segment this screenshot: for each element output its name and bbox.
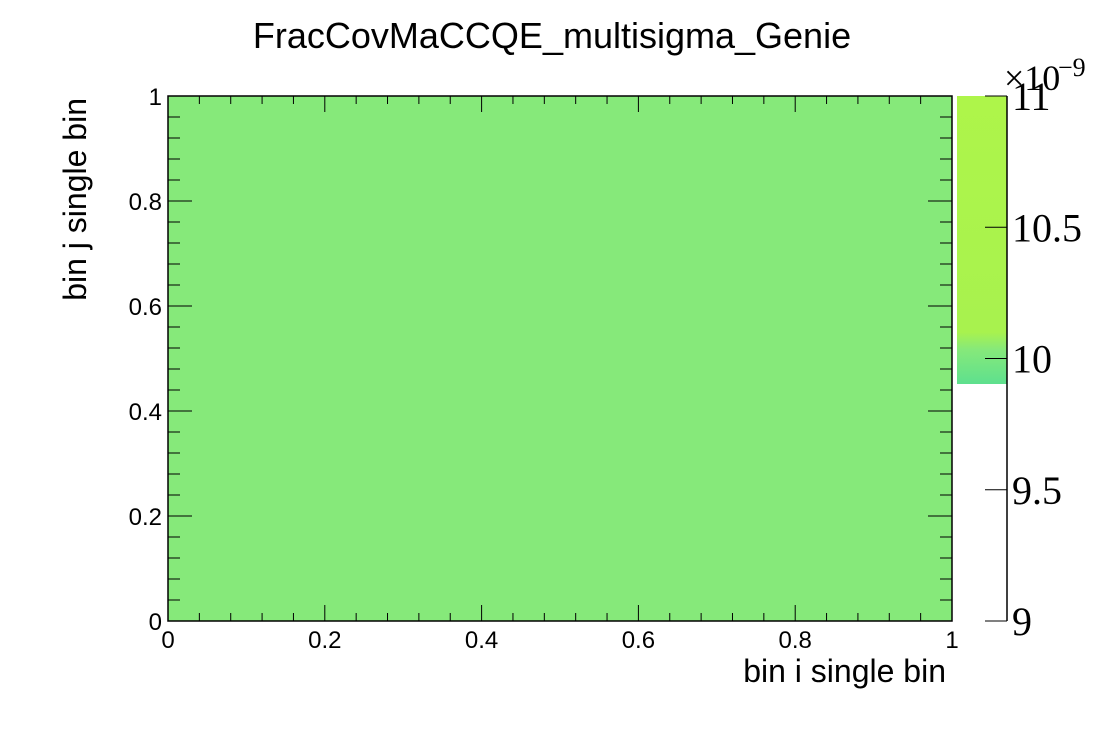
x-tick-label: 0.6 (622, 627, 655, 654)
plot-area (167, 95, 953, 622)
heatmap-cell (168, 96, 952, 621)
y-tick-label: 0.6 (129, 294, 162, 321)
color-scale-tick-label: 10.5 (1012, 205, 1082, 250)
y-tick-label: 0.8 (129, 189, 162, 216)
y-tick-label: 0 (149, 609, 162, 636)
x-tick-label: 0.2 (308, 627, 341, 654)
y-axis-label: bin j single bin (57, 98, 93, 301)
x-tick-label: 0.8 (779, 627, 812, 654)
y-tick-label: 0.4 (129, 399, 162, 426)
y-tick-label: 1 (149, 84, 162, 111)
color-scale-ticks: 9 9.5 10 10.5 11 (985, 74, 1082, 644)
x-tick-label: 0 (161, 627, 174, 654)
plot-frame (167, 95, 953, 622)
x-axis-label: bin i single bin (743, 653, 946, 689)
x-tick-label: 1 (945, 627, 958, 654)
x-tick-label: 0.4 (465, 627, 498, 654)
color-scale-tick-label: 11 (1012, 74, 1051, 119)
y-tick-label: 0.2 (129, 504, 162, 531)
color-scale-tick-label: 9.5 (1012, 468, 1062, 513)
color-scale-fill (957, 96, 1007, 384)
x-axis: 0 0.2 0.4 0.6 0.8 1 (161, 96, 959, 654)
color-scale-exponent: −9 (1058, 53, 1086, 82)
chart-title: FracCovMaCCQE_multisigma_Genie (253, 15, 851, 56)
color-scale-tick-label: 9 (1012, 599, 1032, 644)
y-axis: 0 0.2 0.4 0.6 0.8 1 (129, 84, 952, 636)
color-scale-tick-label: 10 (1012, 337, 1052, 382)
color-scale-exponent-base: ×10 (1004, 58, 1060, 98)
color-scale: 9 9.5 10 10.5 11 ×10 −9 (957, 53, 1086, 644)
